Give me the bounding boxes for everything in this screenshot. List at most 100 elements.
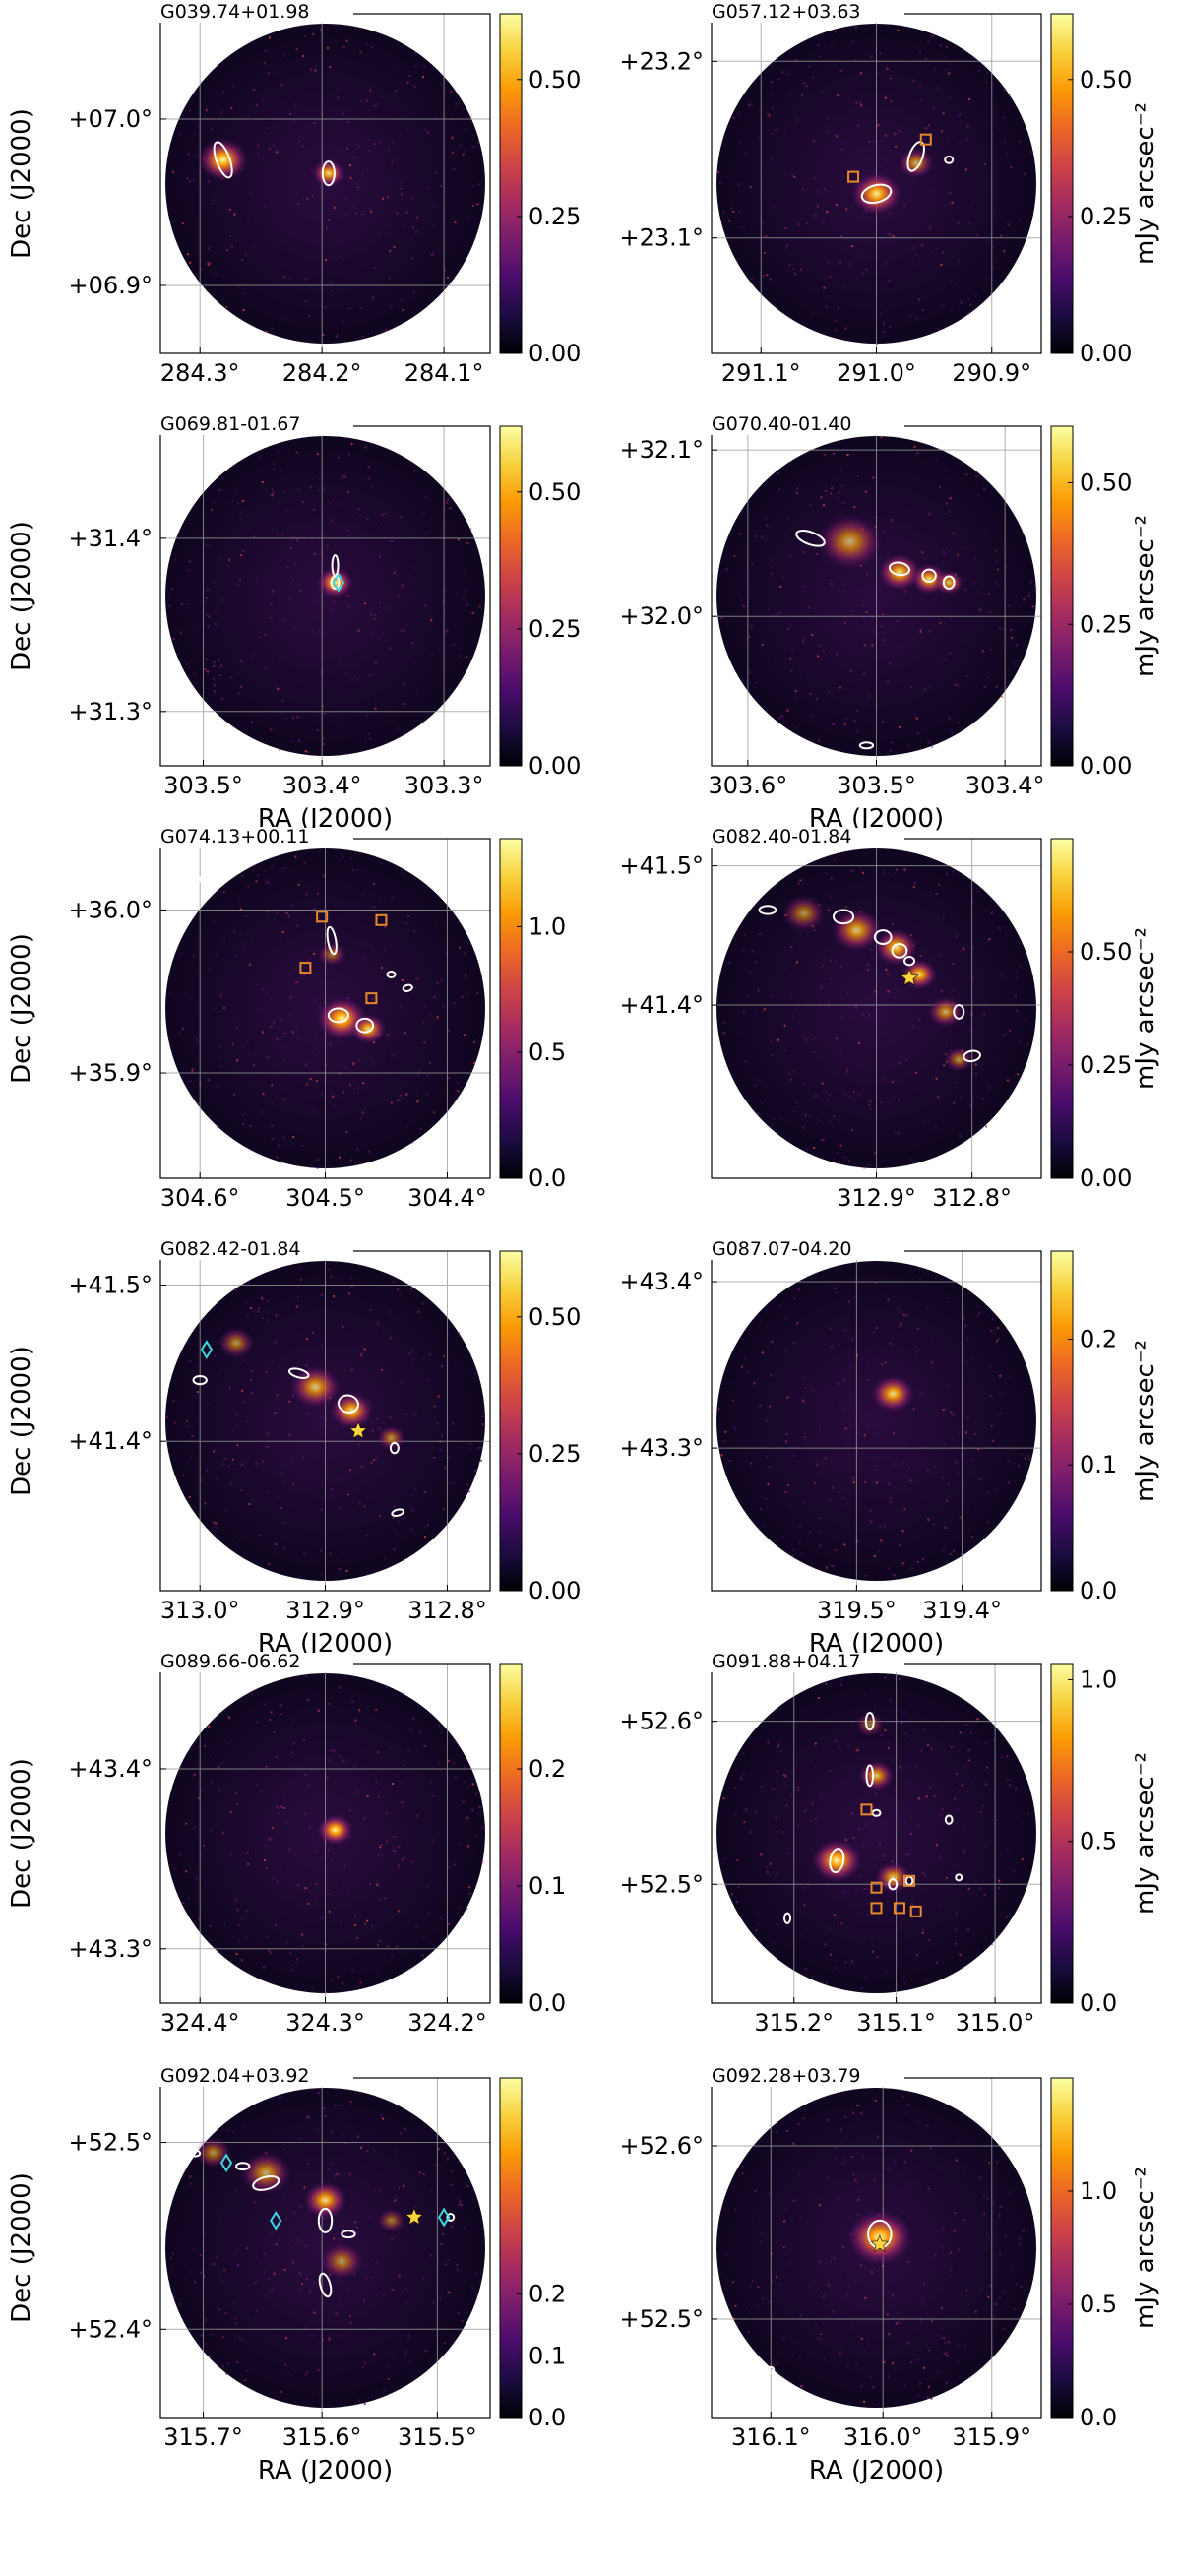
panel-title: G092.04+03.92 [160,2065,310,2087]
panel-title: G057.12+03.63 [712,1,861,23]
title-tab [156,415,353,435]
diamond-marker [270,2211,282,2230]
source-ellipse [337,1394,359,1414]
source-ellipse [944,1814,954,1825]
star-marker [404,2207,424,2226]
emission-blob [289,1365,342,1409]
emission-blob [855,1712,885,1737]
source-ellipse [963,1049,981,1063]
panel-g092.04+03.92: G092.04+03.92 315.7° 315.6° 315.5° +52.5° +52… [7,2065,566,2485]
image-area [160,14,490,353]
colorbar-tick-label: 0.50 [528,478,581,506]
colorbar-tick-label: 0.00 [528,340,581,367]
x-axis-label: RA (J2000) [809,2456,944,2485]
x-tick-label: 313.0° [160,1597,240,1624]
colorbar-tick-label: 0.00 [1080,340,1132,367]
source-ellipse [891,942,908,959]
source-ellipse [326,925,338,956]
colorbar-tick-label: 0.25 [528,203,581,230]
x-tick-label: 315.0° [956,2009,1035,2037]
emission-blob [303,2181,347,2219]
title-tab [156,828,353,848]
x-tick-label: 315.7° [163,2423,243,2451]
image-area [712,839,1041,1178]
y-tick-label: +52.5° [68,2129,153,2157]
colorbar-label: mJy arcsec⁻² [1131,102,1160,265]
source-ellipse [944,155,955,164]
x-tick-label: 315.1° [856,2009,936,2037]
panel-g082.42-01.84: G082.42-01.84 313.0° 312.9° 312.8° +41.5° +41… [7,1238,581,1659]
emission-blob [934,570,963,596]
source-ellipse [317,2207,334,2233]
y-tick-label: +41.5° [619,852,704,880]
y-tick-label: +43.3° [68,1935,153,1963]
image-area [160,426,490,766]
emission-blob [317,1814,353,1846]
title-tab [708,2067,904,2087]
colorbar-tick-label: 0.5 [1080,2291,1117,2318]
source-ellipse [391,1508,405,1517]
square-marker [909,1905,922,1917]
x-tick-label: 315.5° [398,2423,477,2451]
grid [160,426,490,766]
emission-blob [376,2208,406,2233]
colorbar-tick-label: 0.5 [528,1038,566,1066]
x-tick-label: 303.4° [965,772,1045,799]
x-tick-label: 284.3° [160,359,240,387]
source-ellipse [235,2162,251,2171]
source-ellipse [287,1367,310,1379]
square-marker [870,1902,883,1915]
colorbar-tick-label: 0.0 [1080,1577,1117,1604]
colorbar-tick-label: 0.25 [1080,1051,1132,1079]
x-tick-label: 303.5° [163,772,243,799]
emission-blob [811,1839,863,1882]
colorbar-tick-label: 1.0 [1080,1665,1117,1693]
sky-disk [716,1673,1036,1993]
square-marker [860,1803,873,1816]
y-tick-label: +32.1° [619,436,704,464]
colorbar-label: mJy arcsec⁻² [1131,1340,1160,1502]
source-ellipse [873,929,893,945]
x-tick-label: 290.9° [952,359,1031,387]
image-area [712,14,1041,353]
x-tick-label: 324.4° [160,2009,240,2037]
colorbar [1050,2077,1074,2419]
emission-blob [317,567,353,598]
colorbar-tick-label: 0.00 [528,752,581,780]
colorbar-tick-label: 0.25 [1080,203,1132,230]
diamond-marker [219,2153,233,2173]
grid [160,1251,490,1591]
panel-g057.12+03.63: G057.12+03.63 291.1° 291.0° 290.9° +23.2° +23… [619,1,1160,387]
y-tick-label: +06.9° [68,272,153,299]
y-tick-label: +23.1° [619,224,704,252]
y-tick-label: +07.0° [68,105,153,133]
source-ellipse [858,741,875,750]
x-tick-label: 315.2° [754,2009,834,2037]
image-area [712,2078,1041,2418]
noise [168,443,481,754]
diamond-marker [200,1340,214,1359]
y-tick-label: +52.5° [619,1870,704,1898]
emission-blob [927,996,964,1028]
y-axis-label: Dec (J2000) [7,1758,36,1909]
colorbar-label: mJy arcsec⁻² [1131,927,1160,1090]
emission-blob [197,138,249,182]
x-tick-label: 312.8° [407,1597,487,1624]
x-tick-label: 303.4° [282,772,362,799]
title-tab [156,1240,353,1260]
colorbar [499,1250,523,1592]
square-marker [903,1874,915,1887]
x-tick-label: 312.9° [837,1184,916,1212]
grid [712,839,1041,1178]
colorbar-tick-label: 0.0 [1080,1989,1117,2017]
x-tick-label: 324.3° [285,2009,365,2037]
panel-g069.81-01.67: G069.81-01.67 303.5° 303.4° 303.3° +31.4° +31… [7,413,581,834]
y-axis-label: Dec (J2000) [7,521,36,671]
noise [174,1675,484,1994]
x-tick-label: 319.4° [922,1597,1002,1624]
panel-g092.28+03.79: G092.28+03.79 316.1° 316.0° 315.9° +52.6° +52… [619,2065,1160,2485]
emission-blob [874,1861,911,1893]
grid [712,426,1041,766]
y-axis-label: Dec (J2000) [7,1346,36,1496]
colorbar [1050,838,1074,1179]
